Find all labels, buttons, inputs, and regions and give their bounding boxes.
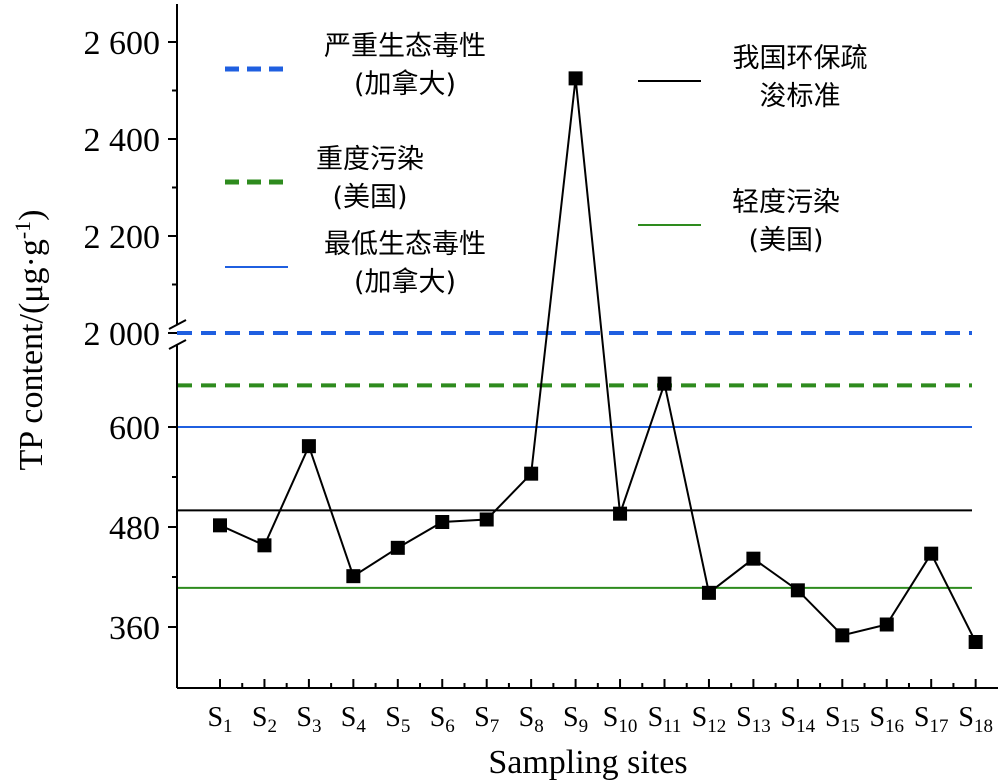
x-tick-label: S12 [692, 702, 727, 737]
data-point [924, 546, 939, 561]
x-tick-label: S18 [958, 702, 993, 737]
x-tick-label: S3 [296, 702, 321, 737]
data-point [968, 635, 983, 649]
data-point [301, 439, 316, 454]
axis-labels: Sampling sites TP content/(μg·g-1) [10, 210, 688, 781]
x-tick-label: S5 [385, 702, 410, 737]
x-tick-label: S16 [869, 702, 904, 737]
x-tick-label: S8 [519, 702, 544, 737]
x-tick-label: S7 [474, 702, 499, 737]
data-point [435, 515, 450, 529]
data-point [568, 71, 583, 86]
data-point [835, 628, 850, 643]
x-tick-label: S4 [341, 702, 367, 737]
legend-label: 我国环保疏 [733, 43, 868, 74]
data-point [257, 538, 272, 553]
data-point [346, 569, 361, 584]
y-tick-label: 360 [109, 610, 160, 647]
legend-label: (美国) [748, 225, 823, 256]
legend-label: (加拿大) [354, 69, 456, 100]
x-tick-label: S13 [736, 702, 771, 737]
data-point [613, 506, 628, 521]
x-tick-label: S1 [207, 702, 232, 737]
legend-label: 浚标准 [760, 81, 841, 112]
x-axis-title: Sampling sites [488, 744, 687, 781]
data-point [657, 376, 672, 391]
legend-label: 轻度污染 [732, 187, 840, 218]
data-point [213, 518, 227, 533]
data-series [213, 71, 983, 649]
reference-lines [177, 331, 972, 589]
y-tick-label: 2 200 [84, 219, 161, 256]
y-tick-label: 480 [109, 510, 160, 547]
x-tick-label: S15 [825, 702, 860, 737]
y-tick-label: 2 400 [84, 122, 161, 159]
x-tick-label: S14 [781, 702, 816, 737]
legend-label: 最低生态毒性 [324, 229, 486, 260]
legend-label: 重度污染 [316, 144, 424, 175]
data-point [479, 512, 494, 527]
x-tick-label: S2 [252, 702, 277, 737]
series-line [219, 78, 977, 643]
legend-label: (加拿大) [354, 267, 456, 298]
x-tick-label: S9 [563, 702, 588, 737]
axis-break-mark [168, 339, 187, 350]
data-point [390, 540, 405, 555]
y-tick-label: 600 [109, 410, 160, 447]
axis-break-mark [168, 319, 187, 330]
y-tick-label: 2 000 [84, 316, 161, 353]
data-point [746, 551, 761, 566]
legend: 严重生态毒性 (加拿大) 重度污染 (美国) 最低生态毒性 (加拿大) 我国环保疏浚标准轻度… [225, 31, 868, 298]
legend-label: (美国) [332, 182, 407, 213]
data-point [790, 583, 805, 598]
data-point [879, 617, 894, 632]
y-axis-title: TP content/(μg·g-1) [10, 210, 50, 471]
x-tick-label: S10 [603, 702, 638, 737]
data-point [701, 585, 716, 600]
axes: 360 480 600 2 000 2 200 2 400 2 600 S1 S2 S3 S4 S5 S… [84, 4, 998, 737]
x-tick-label: S6 [430, 702, 455, 737]
y-tick-label: 2 600 [84, 25, 161, 62]
x-tick-label: S11 [648, 702, 682, 737]
x-tick-label: S17 [914, 702, 949, 737]
legend-label: 严重生态毒性 [324, 31, 486, 62]
data-point [524, 466, 539, 481]
